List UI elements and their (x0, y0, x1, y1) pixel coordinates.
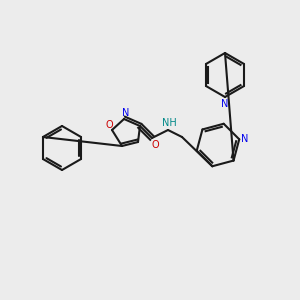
Text: N: N (122, 108, 130, 118)
Text: N: N (221, 99, 229, 109)
Text: N: N (241, 134, 248, 144)
Text: O: O (105, 120, 113, 130)
Text: NH: NH (162, 118, 176, 128)
Text: O: O (151, 140, 159, 150)
